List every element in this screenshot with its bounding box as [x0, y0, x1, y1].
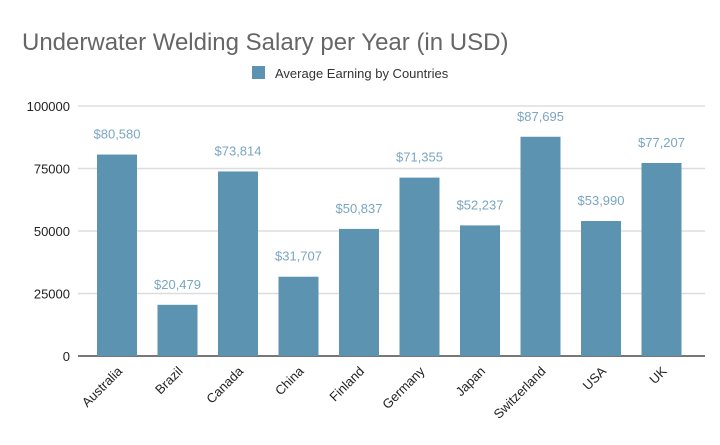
data-label: $77,207 [638, 135, 685, 150]
bar [218, 171, 258, 356]
x-tick-label: Switzerland [490, 364, 548, 422]
bar [97, 154, 137, 356]
y-tick-label: 75000 [34, 162, 70, 177]
bar [460, 225, 500, 356]
data-label: $87,695 [517, 109, 564, 124]
data-label: $52,237 [457, 197, 504, 212]
x-tick-label: Finland [326, 364, 367, 405]
data-label: $53,990 [578, 193, 625, 208]
bar [520, 136, 561, 356]
x-tick-label: Germany [379, 363, 428, 412]
x-tick-label: UK [646, 363, 670, 387]
y-tick-label: 50000 [34, 224, 70, 239]
x-tick-label: Japan [452, 364, 488, 400]
bar [157, 304, 198, 356]
data-label: $31,707 [275, 249, 322, 264]
bar [278, 276, 319, 356]
y-tick-label: 0 [63, 349, 70, 364]
data-label: $73,814 [215, 143, 262, 158]
data-label: $80,580 [94, 127, 141, 142]
x-tick-label: Australia [79, 363, 126, 410]
bar [399, 177, 440, 356]
data-label: $50,837 [336, 201, 383, 216]
legend: Average Earning by Countries [252, 66, 449, 81]
y-tick-label: 25000 [34, 287, 70, 302]
bar [641, 162, 682, 356]
legend-label: Average Earning by Countries [275, 66, 449, 81]
data-label: $71,355 [396, 150, 443, 165]
bar [339, 228, 379, 356]
bar [581, 221, 621, 356]
x-tick-label: China [272, 363, 307, 398]
data-label: $20,479 [154, 277, 201, 292]
y-tick-label: 100000 [27, 99, 70, 114]
chart-title: Underwater Welding Salary per Year (in U… [22, 29, 508, 56]
x-tick-label: USA [580, 363, 610, 393]
x-tick-label: Brazil [152, 363, 186, 397]
legend-swatch [252, 66, 265, 79]
x-tick-label: Canada [203, 363, 246, 406]
